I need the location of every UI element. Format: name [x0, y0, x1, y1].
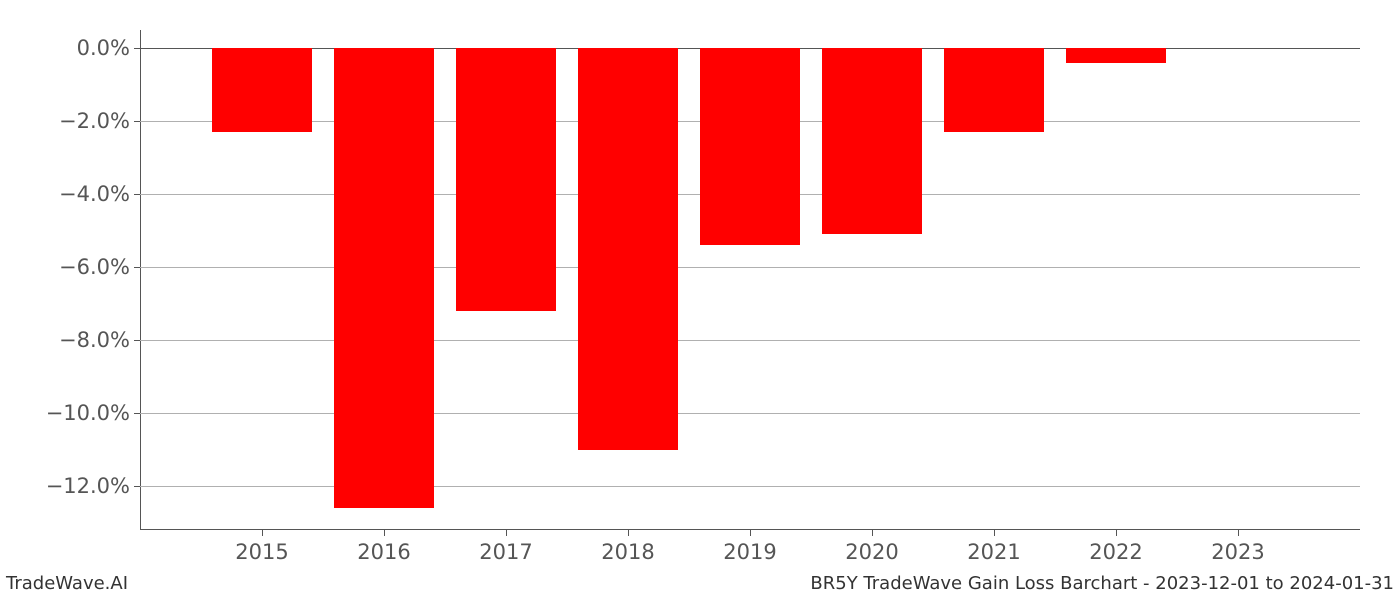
bar — [578, 48, 678, 449]
gridline — [140, 486, 1360, 487]
y-axis-line — [140, 30, 141, 530]
x-tick-mark — [262, 530, 263, 536]
y-tick-mark — [134, 194, 140, 195]
x-tick-label: 2020 — [845, 540, 898, 564]
bar — [212, 48, 312, 132]
x-tick-label: 2019 — [723, 540, 776, 564]
x-tick-mark — [384, 530, 385, 536]
bar — [822, 48, 922, 234]
x-tick-label: 2017 — [479, 540, 532, 564]
bar — [944, 48, 1044, 132]
x-tick-mark — [1238, 530, 1239, 536]
y-tick-label: −8.0% — [30, 328, 130, 352]
footer-caption: BR5Y TradeWave Gain Loss Barchart - 2023… — [810, 573, 1394, 594]
y-tick-label: 0.0% — [30, 36, 130, 60]
y-tick-mark — [134, 267, 140, 268]
bar — [1066, 48, 1166, 63]
x-tick-label: 2021 — [967, 540, 1020, 564]
footer-brand: TradeWave.AI — [6, 573, 128, 594]
gridline — [140, 267, 1360, 268]
x-tick-mark — [506, 530, 507, 536]
y-tick-label: −12.0% — [30, 474, 130, 498]
y-tick-mark — [134, 340, 140, 341]
y-tick-label: −6.0% — [30, 255, 130, 279]
gridline — [140, 413, 1360, 414]
gridline — [140, 340, 1360, 341]
x-tick-label: 2018 — [601, 540, 654, 564]
x-tick-mark — [750, 530, 751, 536]
y-tick-label: −4.0% — [30, 182, 130, 206]
x-tick-label: 2015 — [235, 540, 288, 564]
x-tick-mark — [1116, 530, 1117, 536]
bar — [334, 48, 434, 508]
bar — [456, 48, 556, 311]
x-tick-mark — [994, 530, 995, 536]
x-tick-mark — [872, 530, 873, 536]
x-tick-mark — [628, 530, 629, 536]
x-tick-label: 2023 — [1211, 540, 1264, 564]
y-tick-label: −2.0% — [30, 109, 130, 133]
bar — [700, 48, 800, 245]
y-tick-label: −10.0% — [30, 401, 130, 425]
y-tick-mark — [134, 413, 140, 414]
plot-area — [140, 30, 1360, 530]
x-tick-label: 2022 — [1089, 540, 1142, 564]
y-tick-mark — [134, 121, 140, 122]
x-tick-label: 2016 — [357, 540, 410, 564]
y-tick-mark — [134, 486, 140, 487]
